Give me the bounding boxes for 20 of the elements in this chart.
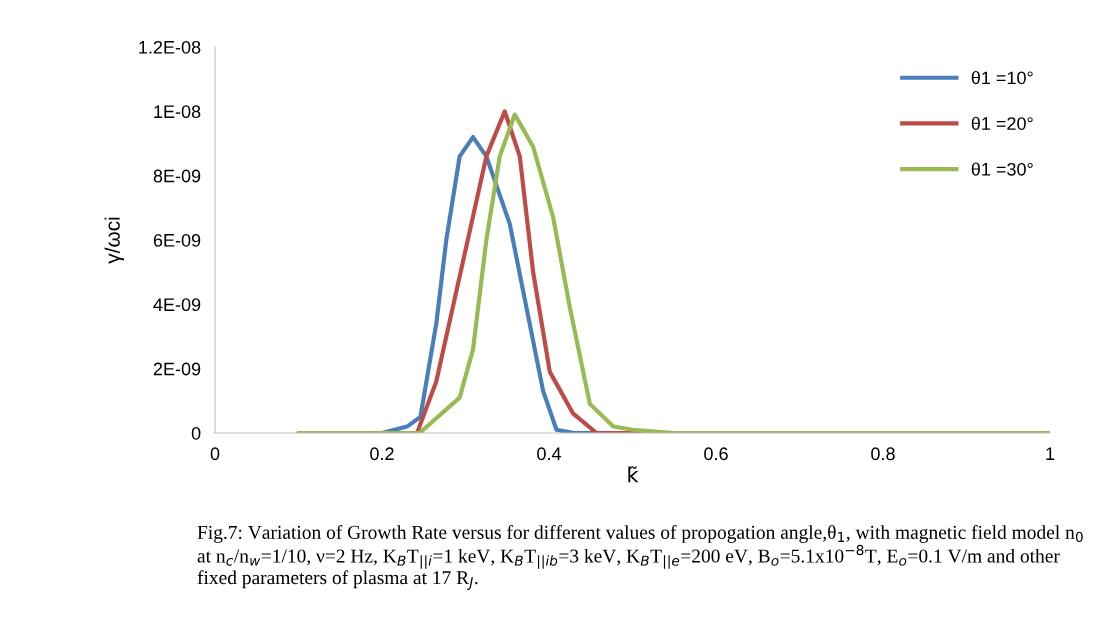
y-tick-label: 0 (191, 426, 201, 440)
x-tick-label: 1 (1046, 447, 1055, 460)
legend-label: θ1 =30° (971, 162, 1033, 176)
y-tick-label: 2E-09 (153, 362, 201, 376)
x-axis-title: k̃ (628, 466, 639, 483)
y-axis-title: γ/ωci (104, 217, 124, 264)
y-tick-label: 6E-09 (153, 233, 201, 247)
y-tick-label: 4E-09 (153, 298, 201, 312)
x-tick-label: 0.6 (704, 447, 728, 461)
y-tick-label: 1E-08 (154, 105, 201, 119)
text: Fig.7: Variation of Growth Rate versus for different values of propogation angle,θ$_{1}$, with magnetic field model n$_{0}$ at n$_{c}$/n$_{w}$=1/10, ν=2 Hz, K$_{B}$T$_{||i}$=1 keV, K$_{B}$T$_{||ib}$=3 keV, K$_{B}$T$_{||e}$=200 eV, B$_{o}$=5.1x10$^{−8}$T, E$_{o}$=0.1 V/m and other fixed parameters of plasma at 17 R$_{J}$. (197, 525, 1083, 590)
x-tick-label: 0.8 (871, 447, 895, 461)
y-tick-label: 8E-09 (153, 169, 201, 183)
legend-label: θ1 =10° (971, 70, 1033, 85)
y-tick-label: 1.2E-08 (139, 40, 201, 54)
legend-label: θ1 =20° (971, 116, 1033, 130)
x-tick-label: 0.4 (537, 447, 562, 461)
x-tick-label: 0.2 (370, 447, 394, 461)
x-tick-label: 0 (210, 447, 220, 461)
line-series (296, 112, 1050, 433)
